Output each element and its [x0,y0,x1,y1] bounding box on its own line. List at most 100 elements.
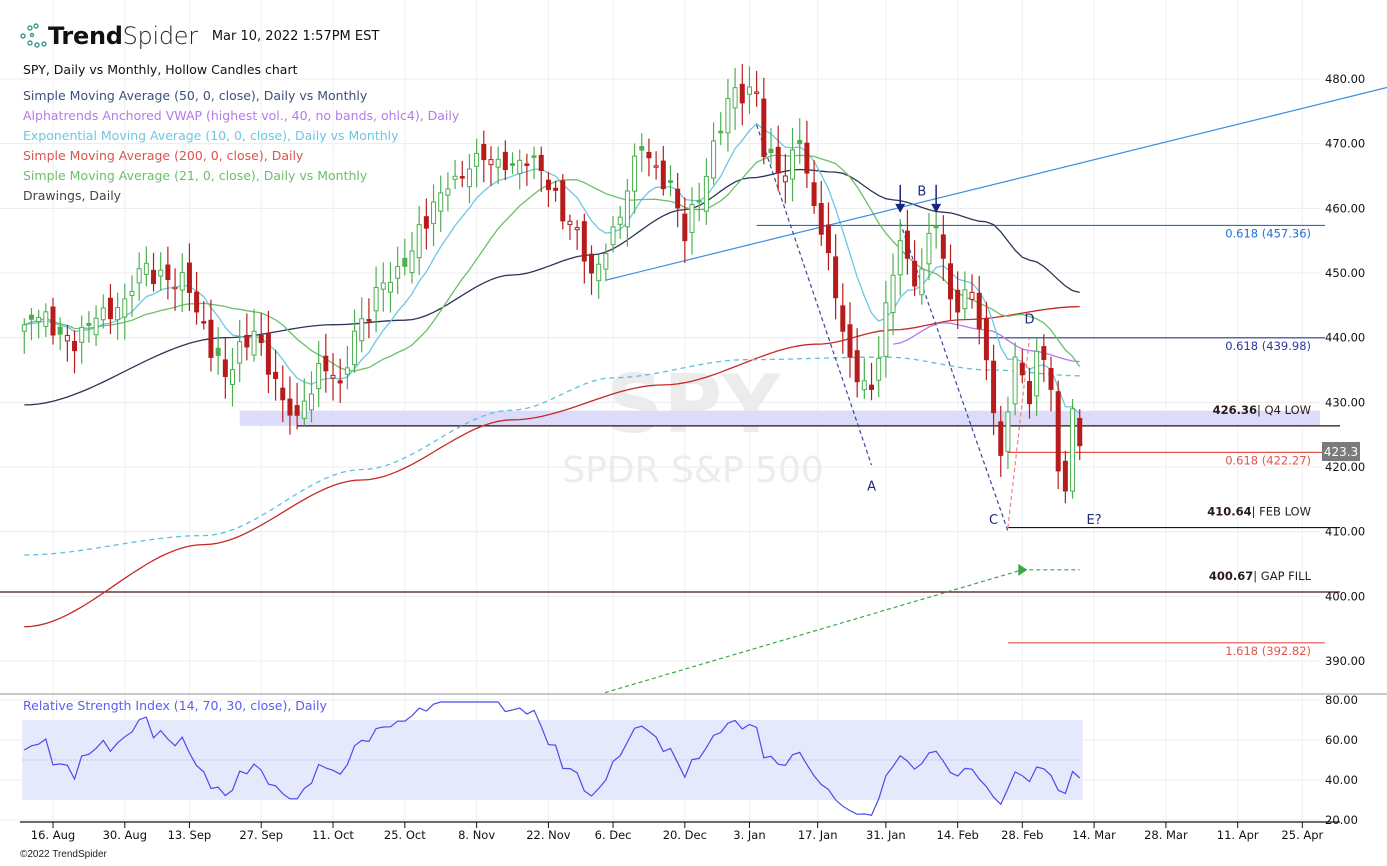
candle-body [675,188,681,209]
candle [402,238,408,276]
candle [258,313,264,356]
candle-body [524,163,530,166]
date-tick-label: 3. Jan [733,828,765,842]
candle-body [510,163,516,166]
legend-item[interactable]: Simple Moving Average (50, 0, close), Da… [23,88,368,103]
candle [36,309,42,339]
candle [481,130,487,183]
candle [919,248,925,305]
candle-body [560,180,566,222]
candle [373,266,379,333]
candle-body [352,330,358,366]
candle [151,252,157,292]
candle [833,234,839,320]
candle-body [703,175,709,212]
candle-body [280,387,286,401]
candle-body [79,326,85,343]
candle [732,67,738,130]
candle [294,382,300,430]
indicator-line [24,356,1080,556]
candle-body [100,307,106,321]
candle-body [682,213,688,242]
candle [948,244,953,321]
candle [179,253,185,313]
candle-body [409,250,415,274]
candle [452,160,458,190]
candle [861,358,867,399]
candle [890,253,896,336]
legend-item[interactable]: Simple Moving Average (21, 0, close), Da… [23,168,368,183]
candle [488,146,494,186]
candle-body [402,257,408,267]
brand-bold: Trend [48,22,123,50]
candle [143,246,149,287]
horizontal-levels[interactable]: 0.618 (457.36) 0.618 (439.98) 426.36| Q4 L… [0,224,1340,658]
candle [538,146,544,192]
candle-body [431,201,437,225]
level-value: 426.36 [1213,403,1257,417]
legend-item[interactable]: Simple Moving Average (200, 0, close), D… [23,148,304,163]
candle [237,319,243,383]
candle-body [617,216,623,225]
candle-body [854,350,860,383]
candle [560,174,566,230]
candle [926,213,932,281]
level-value: 400.67 [1209,569,1253,583]
candle-body [387,281,393,293]
rsi-tick-label: 80.00 [1325,693,1358,707]
candle-body [287,398,293,416]
candle [976,275,982,345]
legend-item[interactable]: Alphatrends Anchored VWAP (highest vol.,… [23,108,460,123]
candle [1012,342,1018,416]
candle-body [93,317,99,336]
candle-body [531,155,537,158]
date-tick-label: 28. Mar [1144,828,1188,842]
candle-body [847,324,853,358]
candle-body [624,190,630,228]
legend-item[interactable]: Exponential Moving Average (10, 0, close… [23,128,399,143]
candle-body [732,87,738,109]
candle [466,153,472,204]
candle [366,298,372,339]
candle-body [768,148,774,154]
candle [624,178,630,247]
candle-body [553,187,559,191]
candle-body [962,289,968,310]
date-tick-label: 25. Apr [1281,828,1323,842]
indicator-line [24,305,1080,628]
candle-body [790,149,796,180]
candle [660,146,666,196]
rsi-pane [0,695,1387,822]
candle-body [538,154,544,171]
date-tick-label: 14. Feb [937,828,979,842]
candle [1062,450,1068,504]
axes: 480.00 470.00 460.00 450.00 440.00 430.00 420.… [0,72,1387,842]
candle-body [746,86,752,95]
candle [474,138,480,188]
candle-body [1012,356,1018,405]
date-tick-label: 20. Dec [663,828,707,842]
date-tick-label: 27. Sep [239,828,283,842]
candle [617,205,623,239]
candle [581,213,587,284]
candle [998,405,1004,477]
candle-body [653,165,659,168]
candle [287,376,293,435]
candle [445,172,451,212]
trendline [1007,338,1031,528]
trendlines[interactable] [591,86,1387,698]
sma-21-line [24,154,1081,372]
candle [344,345,350,390]
indicator-lines [24,122,1081,628]
candle [955,271,961,330]
rsi-tick-label: 20.00 [1325,813,1358,827]
candle-body [818,203,824,235]
candle-body [294,405,300,416]
candle-body [301,400,307,419]
level-label: 0.618 (422.27) [1225,453,1311,467]
date-tick-label: 14. Mar [1072,828,1116,842]
candle-body [883,302,889,357]
legend-item[interactable]: Drawings, Daily [23,188,122,203]
candle-body [244,334,250,348]
